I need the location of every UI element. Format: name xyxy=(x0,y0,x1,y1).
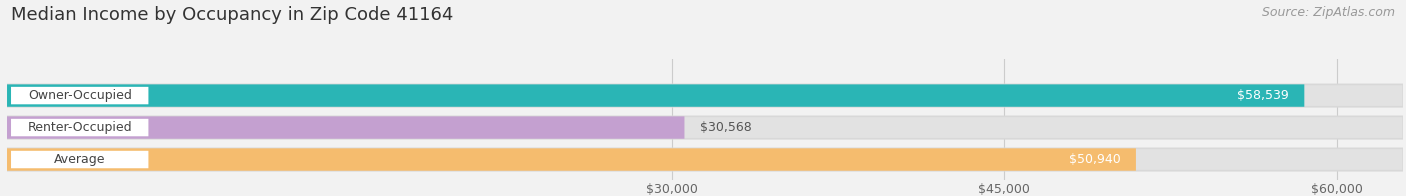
FancyBboxPatch shape xyxy=(7,116,1403,139)
FancyBboxPatch shape xyxy=(11,151,149,168)
Text: Average: Average xyxy=(53,153,105,166)
FancyBboxPatch shape xyxy=(11,119,149,136)
FancyBboxPatch shape xyxy=(7,148,1403,171)
Text: Renter-Occupied: Renter-Occupied xyxy=(27,121,132,134)
FancyBboxPatch shape xyxy=(7,116,685,139)
Text: Median Income by Occupancy in Zip Code 41164: Median Income by Occupancy in Zip Code 4… xyxy=(11,6,454,24)
Text: $58,539: $58,539 xyxy=(1237,89,1289,102)
Text: Owner-Occupied: Owner-Occupied xyxy=(28,89,132,102)
Text: Source: ZipAtlas.com: Source: ZipAtlas.com xyxy=(1261,6,1395,19)
Text: $30,568: $30,568 xyxy=(700,121,752,134)
FancyBboxPatch shape xyxy=(7,84,1305,107)
FancyBboxPatch shape xyxy=(7,148,1136,171)
Text: $50,940: $50,940 xyxy=(1069,153,1121,166)
FancyBboxPatch shape xyxy=(7,84,1403,107)
FancyBboxPatch shape xyxy=(11,87,149,104)
